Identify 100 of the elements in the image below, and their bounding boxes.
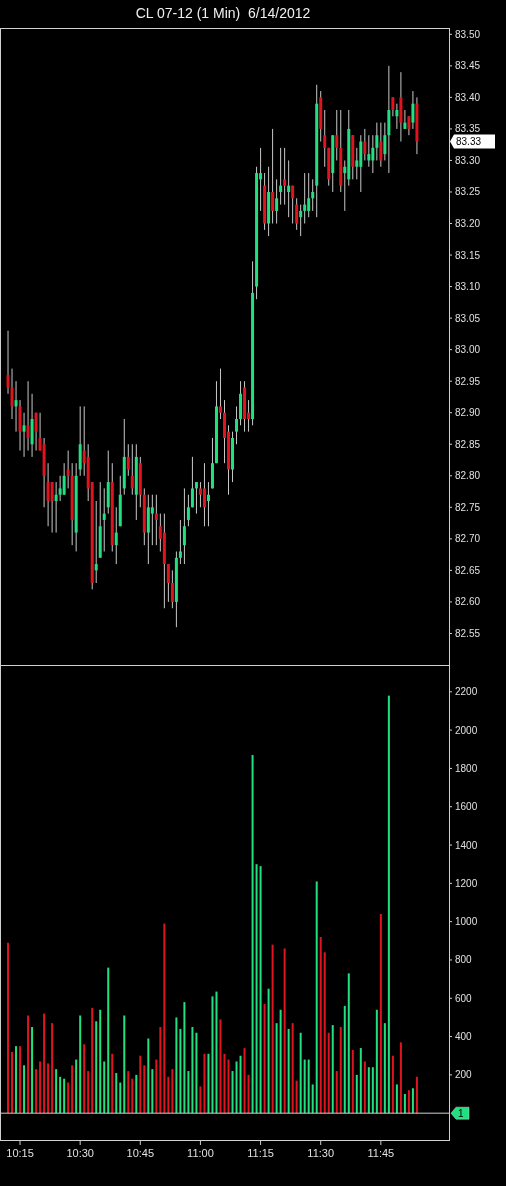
y-tick-label: 82.95 [455, 375, 481, 387]
bar [171, 1069, 174, 1114]
x-tick-label: 10:45 [126, 1147, 155, 1159]
candlestick [235, 405, 239, 445]
y-tick-label: 2200 [455, 686, 478, 698]
bar [151, 1069, 154, 1114]
bar [299, 1032, 302, 1114]
bar [215, 991, 218, 1114]
candlestick [202, 462, 206, 527]
y-tick-label: 83.10 [455, 281, 481, 293]
candlestick [182, 487, 186, 565]
bar [143, 1065, 146, 1114]
bar [327, 1032, 330, 1114]
bar [75, 1059, 78, 1114]
y-tick-label: 83.15 [455, 249, 481, 261]
candlestick [102, 487, 106, 552]
bar [239, 1055, 242, 1114]
y-tick-label: 82.75 [455, 501, 481, 513]
bar [51, 1023, 54, 1114]
candlestick [178, 519, 182, 565]
y-tick-label: 83.20 [455, 218, 481, 230]
bar [287, 1028, 290, 1114]
candlestick [379, 122, 383, 168]
bar [139, 1055, 142, 1114]
bar [339, 1027, 342, 1114]
candlestick [271, 128, 275, 225]
y-tick-label: 82.55 [455, 627, 481, 639]
bar [87, 1071, 90, 1114]
bar [343, 1005, 346, 1114]
bar [291, 1023, 294, 1114]
candlestick [34, 412, 38, 452]
candlestick [58, 475, 62, 502]
y-tick-label: 83.35 [455, 123, 481, 135]
y-tick-label: 83.05 [455, 312, 481, 324]
bar [391, 1055, 394, 1114]
bar [7, 942, 10, 1114]
candlestick [150, 494, 154, 546]
bar [415, 1076, 418, 1114]
bar [359, 1048, 362, 1114]
candlestick [395, 103, 399, 130]
bar [91, 1007, 94, 1114]
bar [79, 1015, 82, 1114]
bar [23, 1065, 26, 1114]
bar [59, 1076, 62, 1114]
y-tick-label: 82.90 [455, 407, 481, 419]
bar [179, 1028, 182, 1114]
candlestick [279, 147, 283, 206]
bar [267, 988, 270, 1114]
y-tick-label: 83.00 [455, 344, 481, 356]
bar [367, 1067, 370, 1114]
bar [243, 1048, 246, 1114]
y-tick-label: 2000 [455, 724, 478, 736]
bar [43, 1013, 46, 1114]
candlestick [275, 178, 279, 225]
bar [375, 1009, 378, 1114]
x-tick-label: 10:30 [66, 1147, 94, 1159]
bar [335, 1071, 338, 1114]
bar [31, 1027, 34, 1114]
y-tick-label: 200 [455, 1069, 473, 1081]
x-tick-label: 11:30 [307, 1147, 335, 1159]
bar [271, 944, 274, 1114]
bar [167, 1076, 170, 1114]
candlestick [186, 494, 190, 527]
candlestick [287, 159, 291, 218]
candlestick [50, 481, 54, 534]
candlestick [190, 456, 194, 508]
bar [203, 1053, 206, 1114]
bar [279, 1009, 282, 1114]
candlestick [307, 172, 311, 218]
bar [95, 1021, 98, 1114]
text: 1 [458, 1107, 464, 1119]
bar [163, 923, 166, 1114]
y-tick-label: 83.45 [455, 60, 481, 72]
bar [275, 1023, 278, 1114]
candlestick [411, 90, 415, 130]
bar [191, 1027, 194, 1114]
candlestick [206, 481, 210, 527]
bar [311, 1084, 314, 1114]
bar [231, 1071, 234, 1114]
bar [323, 952, 326, 1114]
candlestick [198, 481, 202, 508]
y-tick-label: 1800 [455, 762, 478, 774]
bar [67, 1082, 70, 1114]
candlestick [367, 134, 371, 168]
bar [187, 1071, 190, 1114]
bar [147, 1038, 150, 1114]
x-tick-label: 11:15 [247, 1147, 274, 1159]
candlestick [194, 481, 198, 515]
bar [107, 967, 110, 1114]
y-tick-label: 1600 [455, 801, 478, 813]
y-tick-label: 82.85 [455, 438, 481, 450]
bar [183, 1002, 186, 1114]
candlestick [66, 450, 70, 489]
candlestick [166, 563, 170, 603]
bar [227, 1059, 230, 1114]
bar [19, 1046, 22, 1114]
bar [211, 996, 214, 1114]
bar [247, 1074, 250, 1114]
y-tick-label: 82.60 [455, 596, 481, 608]
bar [411, 1088, 414, 1114]
